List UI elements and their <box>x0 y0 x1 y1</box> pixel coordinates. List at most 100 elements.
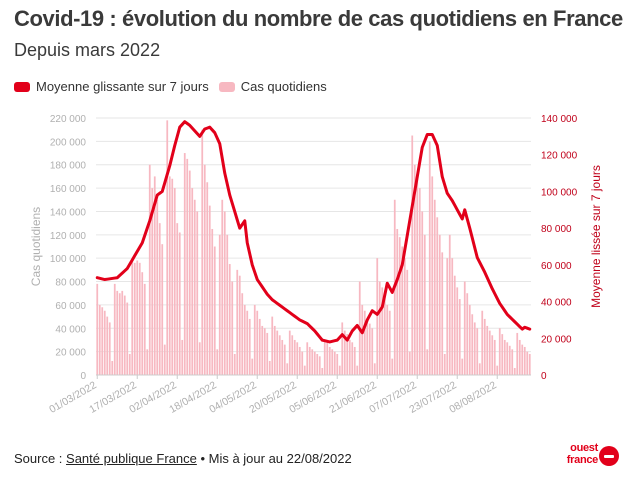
bar <box>498 328 501 375</box>
bar <box>433 199 436 375</box>
bar <box>453 275 456 375</box>
bar <box>96 283 99 375</box>
bar <box>241 293 244 375</box>
bar <box>248 318 251 375</box>
bar <box>196 211 199 375</box>
bar <box>451 258 454 375</box>
bar <box>323 339 326 375</box>
rolling-average-line <box>95 120 532 344</box>
footer: Source : Santé publique France • Mis à j… <box>14 451 352 466</box>
bar <box>231 281 234 375</box>
bar <box>348 339 351 375</box>
bar <box>468 304 471 375</box>
bar <box>216 349 219 375</box>
bar <box>426 349 429 375</box>
bar <box>303 365 306 375</box>
chart-plot: 0 20 000 40 000 60 000 80 000 100 000 120 000 1… <box>29 114 603 416</box>
bar <box>271 316 274 375</box>
bar <box>391 358 394 375</box>
left-tick-label: 60 000 <box>55 301 86 312</box>
bar <box>418 188 421 375</box>
bar <box>186 158 189 375</box>
bar <box>253 304 256 375</box>
bar <box>421 211 424 375</box>
bar <box>263 328 266 375</box>
bar <box>251 358 254 375</box>
bar <box>178 232 181 375</box>
bar <box>236 269 239 375</box>
bar <box>398 237 401 375</box>
left-tick-label: 220 000 <box>50 114 87 125</box>
bar <box>343 330 346 375</box>
bar <box>243 304 246 375</box>
bar <box>456 287 459 375</box>
left-tick-label: 80 000 <box>55 278 86 289</box>
bar <box>166 120 169 375</box>
source-link[interactable]: Santé publique France <box>66 451 197 466</box>
bar <box>308 346 311 375</box>
bar <box>363 310 366 375</box>
bar <box>161 244 164 375</box>
bar <box>151 188 154 375</box>
bar <box>371 328 374 375</box>
right-tick-label: 20 000 <box>541 334 572 345</box>
bar <box>208 205 211 375</box>
bar <box>116 290 119 375</box>
bar <box>313 351 316 375</box>
bar <box>356 365 359 375</box>
bar <box>143 283 146 375</box>
bar <box>121 290 124 375</box>
bar <box>128 353 131 375</box>
bar <box>138 262 141 375</box>
bar <box>413 164 416 375</box>
bar <box>496 365 499 375</box>
bar <box>181 339 184 375</box>
bar <box>326 342 329 375</box>
bar <box>376 258 379 375</box>
right-tick-label: 40 000 <box>541 298 572 309</box>
bar <box>226 234 229 375</box>
bar <box>481 310 484 375</box>
bar <box>278 335 281 375</box>
bar <box>153 176 156 375</box>
bar <box>306 342 309 375</box>
bar <box>163 344 166 375</box>
bar <box>341 322 344 375</box>
bar <box>201 129 204 375</box>
bar <box>276 330 279 375</box>
bar <box>266 332 269 375</box>
bar <box>516 332 519 375</box>
bar <box>378 281 381 375</box>
left-tick-label: 0 <box>80 371 86 382</box>
bar <box>381 287 384 375</box>
bar <box>286 363 289 375</box>
bar <box>336 353 339 375</box>
bar <box>103 310 106 375</box>
bar <box>431 176 434 375</box>
bar <box>478 363 481 375</box>
bar <box>443 353 446 375</box>
legend-line-swatch-icon <box>14 81 30 92</box>
bar <box>508 345 511 375</box>
legend-bar-swatch-icon <box>218 81 235 92</box>
legend-item-daily-cases[interactable]: Cas quotidiens <box>218 79 327 94</box>
bar <box>246 310 249 375</box>
bar <box>123 295 126 375</box>
bar <box>261 325 264 375</box>
legend-item-rolling-average[interactable]: Moyenne glissante sur 7 jours <box>14 79 209 94</box>
bar <box>513 367 516 375</box>
right-tick-label: 100 000 <box>541 187 578 198</box>
bar <box>293 339 296 375</box>
bar <box>223 211 226 375</box>
source-prefix: Source : <box>14 451 67 466</box>
legend-label-rolling-average: Moyenne glissante sur 7 jours <box>36 79 209 94</box>
bar <box>113 283 116 375</box>
bar <box>493 339 496 375</box>
left-tick-label: 180 000 <box>50 161 87 172</box>
bar <box>331 349 334 375</box>
bar <box>106 316 109 375</box>
bar <box>491 335 494 375</box>
left-tick-label: 200 000 <box>50 137 87 148</box>
bar <box>333 351 336 375</box>
bar <box>233 353 236 375</box>
